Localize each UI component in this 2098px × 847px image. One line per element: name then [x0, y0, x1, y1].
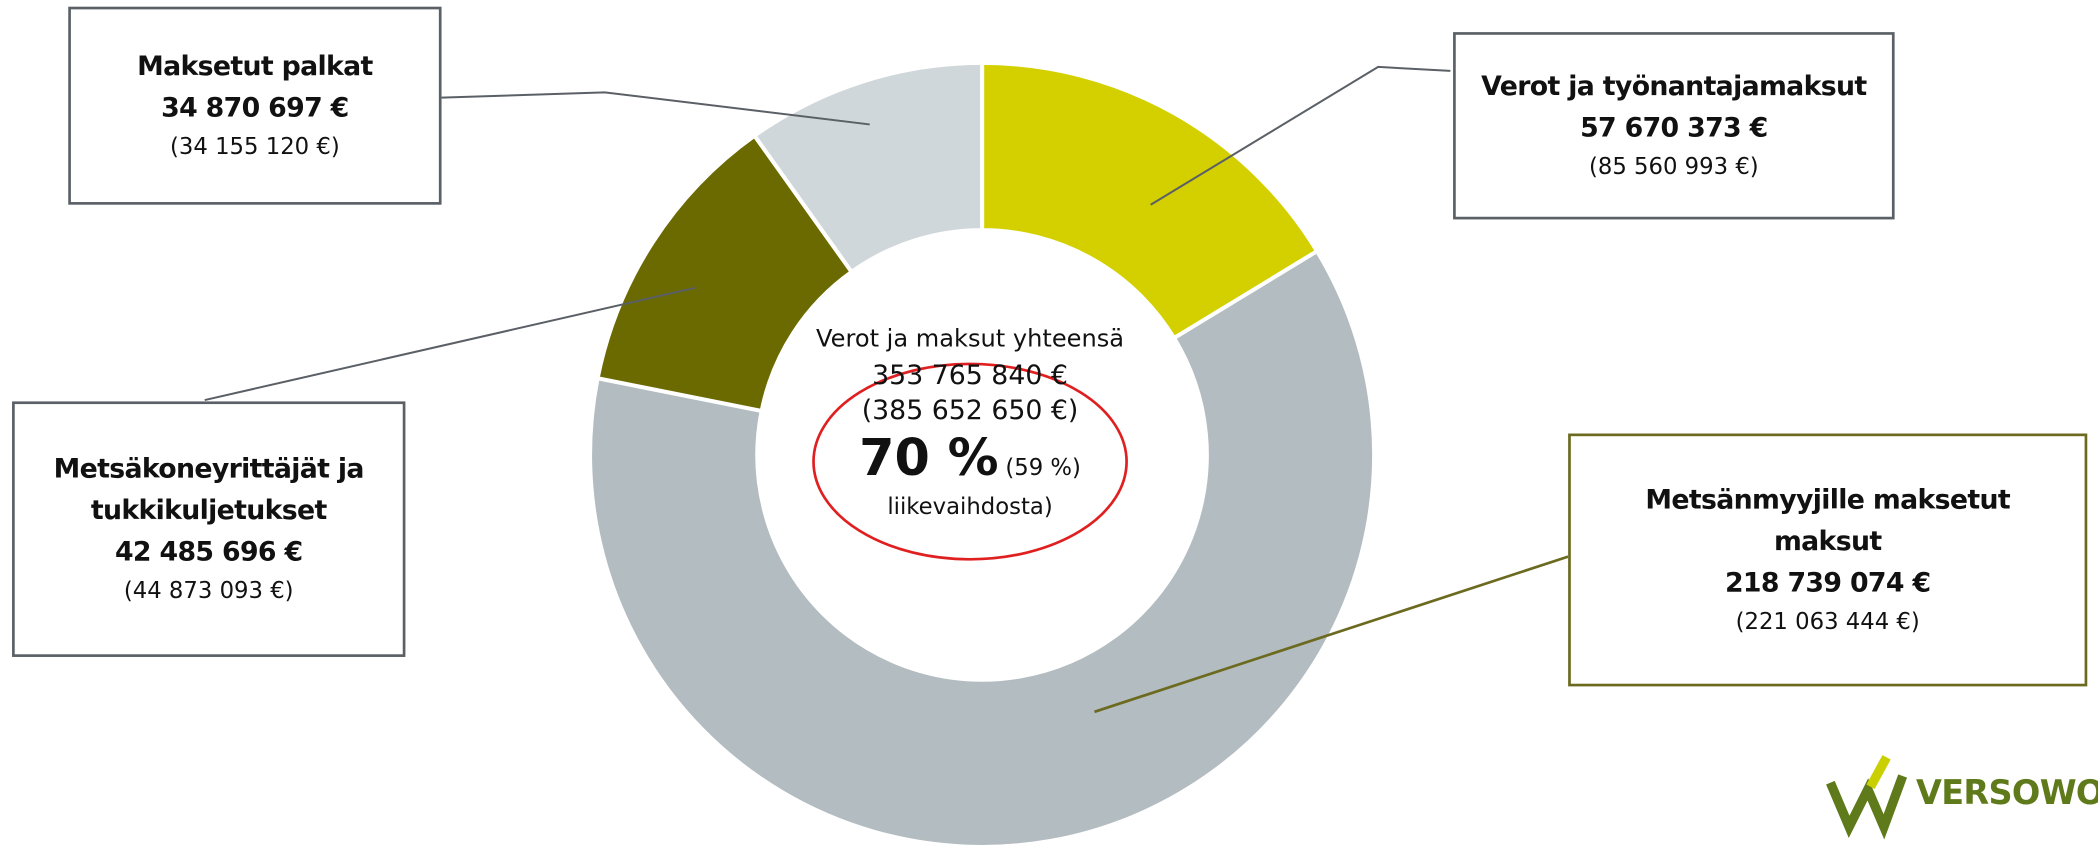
- center-share-row: 70 % (59 %): [789, 428, 1150, 487]
- leader-line: [1094, 555, 1569, 714]
- value-label: 34 870 697 €: [161, 90, 349, 124]
- center-previous-total: (385 652 650 €): [861, 393, 1079, 426]
- donut-slice: [980, 60, 1320, 341]
- value-label: 57 670 373 €: [1580, 111, 1768, 144]
- label-box: Verot ja työnantajamaksut 57 670 373 € (85…: [1453, 32, 1895, 220]
- previous-label: (44 873 093 €): [123, 578, 294, 605]
- leader-line: [441, 91, 870, 126]
- leader-line: [204, 286, 696, 402]
- leader-line: [1150, 65, 1451, 206]
- previous-label: (85 560 993 €): [1588, 153, 1759, 181]
- category-label: Maksetut palkat: [137, 49, 373, 82]
- category-label: Verot ja työnantajamaksut: [1481, 69, 1867, 102]
- label-box: Metsäkoneyrittäjät ja tukkikuljetukset 42…: [12, 401, 406, 657]
- donut-slice: [751, 60, 985, 275]
- logo: VERSOWO: [1916, 773, 2098, 813]
- center-title: Verot ja maksut yhteensä: [816, 325, 1125, 354]
- category-label: Metsänmyyjille maksetut maksut: [1645, 483, 2011, 557]
- center-total: 353 765 840 €: [872, 358, 1068, 391]
- center-previous-share: (59 %): [1005, 454, 1081, 482]
- value-label: 42 485 696 €: [114, 535, 303, 568]
- category-label: Metsäkoneyrittäjät ja tukkikuljetukset: [53, 452, 365, 526]
- donut-slice: [588, 248, 1377, 847]
- label-box: Metsänmyyjille maksetut maksut 218 739 07…: [1568, 433, 2088, 687]
- center-note: liikevaihdosta): [887, 493, 1053, 521]
- logo-mark: [1826, 755, 1908, 840]
- value-label: 218 739 074 €: [1724, 565, 1931, 599]
- label-box: Maksetut palkat 34 870 697 € (34 155 120 €…: [68, 6, 442, 205]
- previous-label: (221 063 444 €): [1735, 608, 1920, 636]
- center-share: 70 %: [859, 428, 999, 488]
- previous-label: (34 155 120 €): [170, 133, 340, 161]
- highlight-ellipse: [812, 362, 1128, 561]
- ring: [588, 60, 1377, 847]
